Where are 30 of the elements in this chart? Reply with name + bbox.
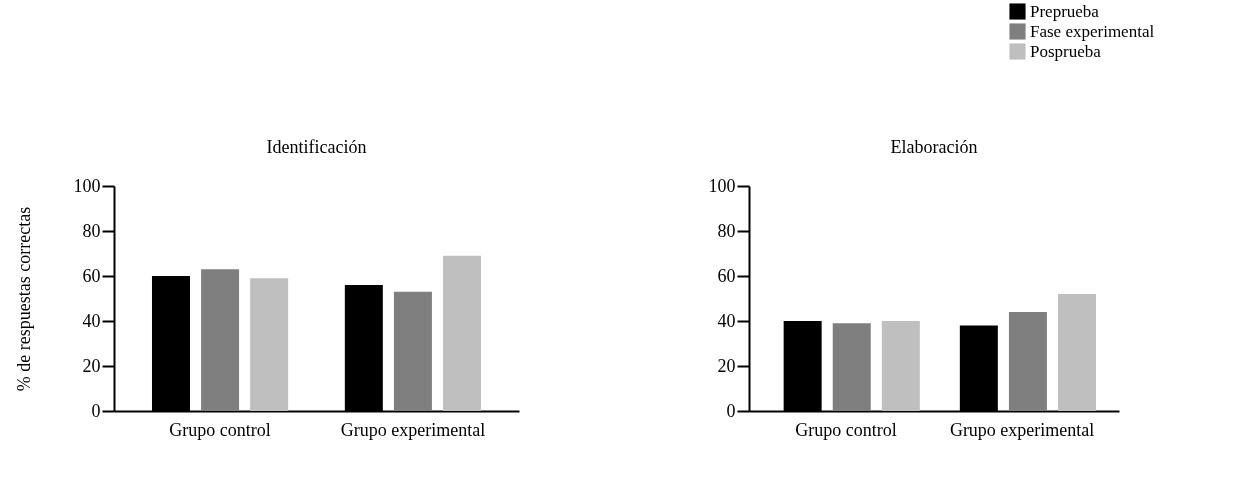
y-tick-label: 100 [708, 175, 736, 196]
y-tick-label: 60 [717, 265, 736, 286]
y-axis-title: % de respuestas correctas [13, 206, 34, 392]
y-tick-label: 40 [717, 310, 736, 331]
legend-label: Fase experimental [1030, 21, 1155, 41]
bar [201, 269, 240, 411]
y-tick-label: 40 [82, 310, 101, 331]
y-tick-label: 80 [717, 220, 736, 241]
bar [393, 291, 432, 411]
legend-label: Posprueba [1030, 41, 1102, 61]
x-tick-label: Grupo control [169, 419, 271, 440]
bar [881, 321, 920, 411]
legend-label: Preprueba [1030, 1, 1100, 21]
bar [250, 278, 289, 411]
y-tick-label: 100 [73, 175, 101, 196]
x-tick-label: Grupo control [795, 419, 897, 440]
chart-title: Identificación [266, 137, 367, 157]
y-tick-label: 0 [91, 400, 101, 421]
y-tick-label: 80 [82, 220, 101, 241]
y-tick-label: 60 [82, 265, 101, 286]
bar [1008, 312, 1047, 411]
chart-title: Elaboración [890, 137, 978, 157]
y-tick-label: 20 [82, 355, 101, 376]
y-tick-label: 0 [726, 400, 736, 421]
bar [832, 323, 871, 411]
y-tick-label: 20 [717, 355, 736, 376]
x-tick-label: Grupo experimental [949, 419, 1095, 440]
x-tick-label: Grupo experimental [340, 419, 486, 440]
bar [443, 255, 482, 411]
bar [1058, 294, 1097, 411]
